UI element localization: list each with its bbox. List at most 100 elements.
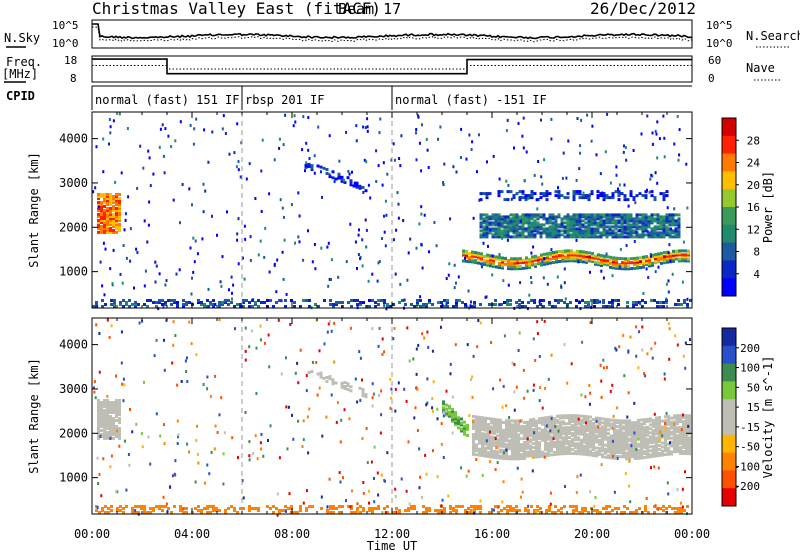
heatmap-cell: [113, 301, 116, 304]
heatmap-cell: [320, 495, 323, 499]
heatmap-cell: [340, 385, 344, 389]
heatmap-cell: [543, 455, 546, 459]
heatmap-cell: [268, 192, 271, 196]
heatmap-cell: [109, 125, 112, 129]
heatmap-cell: [538, 449, 541, 453]
heatmap-cell: [512, 221, 516, 225]
heatmap-cell: [167, 299, 170, 302]
heatmap-cell: [543, 158, 546, 162]
heatmap-cell: [556, 450, 559, 454]
heatmap-cell: [289, 323, 292, 326]
heatmap-cell: [306, 415, 309, 419]
heatmap-cell: [478, 425, 481, 429]
heatmap-cell: [632, 219, 636, 223]
heatmap-cell: [524, 305, 527, 308]
heatmap-cell: [676, 446, 679, 450]
heatmap-cell: [562, 436, 565, 440]
heatmap-cell: [380, 389, 383, 393]
heatmap-cell: [631, 447, 634, 451]
heatmap-cell: [395, 228, 398, 232]
heatmap-cell: [617, 215, 621, 219]
heatmap-cell: [115, 201, 118, 204]
heatmap-cell: [613, 432, 616, 436]
heatmap-cell: [635, 354, 638, 358]
heatmap-cell: [487, 447, 490, 450]
heatmap-cell: [673, 436, 676, 440]
heatmap-cell: [565, 436, 568, 440]
heatmap-cell: [189, 123, 192, 127]
heatmap-cell: [445, 407, 448, 411]
heatmap-cell: [140, 432, 143, 436]
heatmap-cell: [572, 511, 575, 514]
heatmap-cell: [120, 361, 123, 365]
heatmap-cell: [512, 194, 516, 198]
heatmap-cell: [97, 409, 100, 412]
heatmap-cell: [666, 254, 669, 258]
heatmap-cell: [539, 511, 542, 514]
heatmap-cell: [482, 241, 485, 245]
heatmap-cell: [671, 229, 675, 233]
heatmap-cell: [373, 500, 376, 504]
heatmap-cell: [365, 160, 368, 164]
heatmap-cell: [115, 219, 118, 222]
heatmap-cell: [282, 277, 285, 281]
heatmap-cell: [118, 199, 121, 202]
heatmap-cell: [621, 511, 624, 515]
heatmap-cell: [689, 298, 692, 302]
heatmap-cell: [109, 429, 112, 432]
heatmap-cell: [468, 252, 471, 256]
heatmap-cell: [589, 427, 592, 431]
heatmap-cell: [665, 219, 669, 223]
heatmap-cell: [549, 502, 552, 506]
heatmap-cell: [549, 253, 552, 257]
cpid-panel: CPID normal (fast) 151 IF rbsp 201 IF norm…: [6, 85, 692, 110]
heatmap-cell: [170, 511, 173, 514]
heatmap-cell: [479, 321, 482, 325]
heatmap-cell: [355, 124, 358, 128]
heatmap-cell: [652, 452, 655, 456]
heatmap-cell: [497, 217, 501, 221]
heatmap-cell: [115, 221, 118, 224]
heatmap-cell: [610, 452, 613, 456]
heatmap-cell: [231, 436, 234, 440]
heatmap-cell: [392, 303, 395, 306]
heatmap-cell: [589, 419, 592, 423]
heatmap-cell: [615, 348, 618, 352]
heatmap-cell: [583, 420, 586, 424]
heatmap-cell: [353, 299, 356, 302]
heatmap-cell: [122, 377, 125, 381]
heatmap-cell: [613, 446, 616, 450]
heatmap-cell: [428, 301, 431, 304]
heatmap-cell: [532, 418, 535, 421]
heatmap-cell: [499, 454, 502, 458]
heatmap-cell: [497, 235, 501, 239]
heatmap-cell: [586, 445, 589, 449]
heatmap-cell: [445, 302, 448, 306]
heatmap-cell: [496, 452, 499, 456]
heatmap-cell: [346, 382, 350, 386]
heatmap-cell: [586, 453, 589, 457]
heatmap-cell: [308, 505, 311, 508]
heatmap-cell: [554, 299, 557, 302]
heatmap-cell: [612, 262, 615, 266]
heatmap-cell: [649, 453, 652, 457]
heatmap-cell: [676, 430, 679, 434]
heatmap-cell: [206, 375, 209, 379]
heatmap-cell: [475, 458, 478, 461]
heatmap-cell: [143, 505, 146, 508]
heatmap-cell: [529, 424, 532, 428]
heatmap-cell: [106, 435, 109, 438]
heatmap-cell: [613, 424, 616, 428]
heatmap-cell: [112, 419, 115, 422]
heatmap-cell: [418, 486, 421, 490]
heatmap-cell: [468, 256, 471, 260]
heatmap-cell: [568, 442, 571, 445]
heatmap-cell: [512, 215, 516, 219]
heatmap-cell: [619, 433, 622, 437]
heatmap-cell: [470, 509, 473, 512]
heatmap-cell: [589, 429, 592, 433]
heatmap-cell: [565, 434, 568, 438]
heatmap-cell: [498, 266, 501, 269]
heatmap-cell: [494, 215, 498, 219]
heatmap-cell: [597, 253, 600, 257]
